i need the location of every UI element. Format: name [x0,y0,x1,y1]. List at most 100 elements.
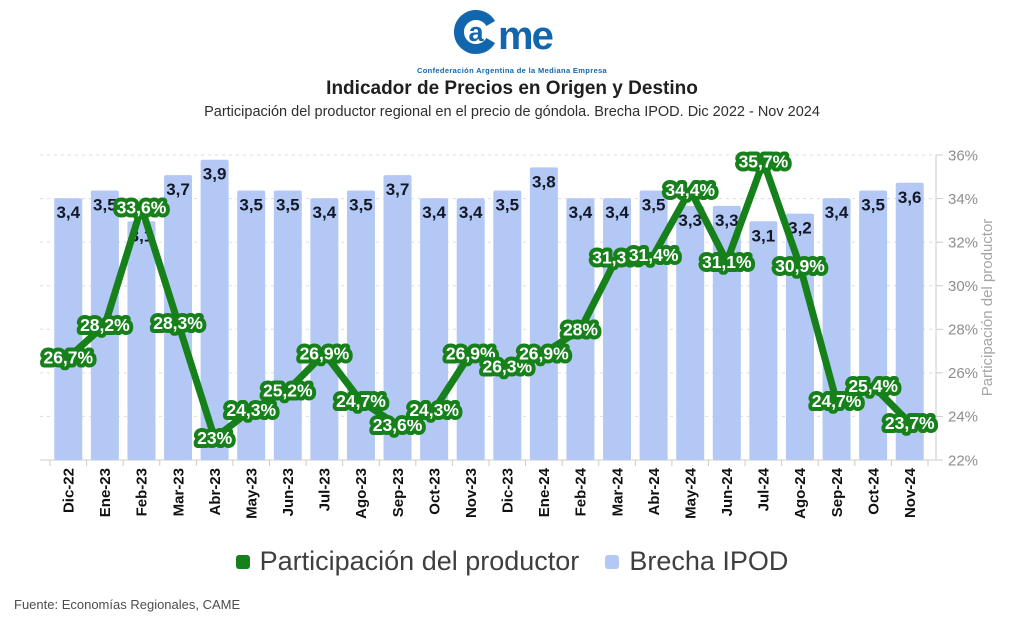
point-value-label: 24,3% [226,400,276,420]
point-value-label: 26,9% [446,343,496,363]
bar-value-label: 3,3 [715,211,739,230]
x-axis-label: Abr-24 [646,467,663,515]
point-value-label: 23% [197,428,232,448]
y-axis-tick-label: 26% [948,365,978,382]
x-axis-label: May-23 [243,468,260,519]
bar-value-label: 3,7 [386,180,410,199]
point-value-label: 25,4% [848,376,898,396]
bar-value-label: 3,5 [642,196,666,215]
point-value-label: 26,7% [43,348,93,368]
y-axis-tick-label: 30% [948,278,978,295]
point-value-label: 30,9% [775,256,825,276]
point-value-label: 24,7% [812,391,862,411]
bar [54,198,83,460]
y-axis-tick-label: 36% [948,147,978,164]
point-value-label: 31,4% [629,245,679,265]
x-axis-label: Dic-22 [61,468,78,513]
x-axis-label: Jun-24 [719,467,736,516]
x-axis-label: Ago-24 [792,467,809,518]
logo-c-ring [454,10,496,54]
x-axis-label: Oct-24 [865,467,882,514]
x-axis-label: Nov-23 [463,468,480,518]
bar [456,198,485,460]
x-axis-label: Sep-24 [829,467,846,517]
bar [493,190,522,460]
x-axis-label: Feb-23 [134,468,151,516]
bar [310,198,339,460]
point-value-label: 31,1% [702,252,752,272]
point-value-label: 26,9% [519,343,569,363]
legend-item-productor: Participación del productor [235,546,579,577]
bar-value-label: 3,1 [752,226,776,245]
y-axis-tick-label: 24% [948,409,978,426]
came-logo-mark: a me [454,10,555,58]
y-axis-tick-label: 34% [948,191,978,208]
x-axis-label: Ene-23 [97,468,114,517]
bar-value-label: 3,5 [349,196,373,215]
point-value-label: 28,3% [153,313,203,333]
bar [127,221,156,460]
point-value-label: 28,2% [80,315,130,335]
point-value-label: 34,4% [665,180,715,200]
point-value-label: 24,3% [409,400,459,420]
page-subtitle: Participación del productor regional en … [204,104,820,120]
chart-legend: Participación del productor Brecha IPOD [0,546,1024,577]
x-axis-label: Abr-23 [207,468,224,516]
bar [712,205,741,460]
point-value-label: 35,7% [739,152,789,172]
bar-value-label: 3,8 [532,172,556,191]
bar [346,190,375,460]
x-axis-label: May-24 [682,467,699,519]
x-axis-label: Sep-23 [390,468,407,517]
x-axis-label: Nov-24 [902,467,919,518]
chart-area: 3,4 3,5 3,1 3,7 3,9 3,5 3,5 3,4 3,5 3,7 3,4 3,4 3,5 3… [0,145,1024,545]
chart-canvas: 3,4 3,53,13,73,93,5 3,5 3,4 3,53,73,4 3,4 3,53… [39,147,996,519]
point-value-label: 31,3% [592,247,642,267]
y-axis-title: Participación del productor [979,219,996,397]
bar-value-label: 3,7 [166,180,190,199]
bar [603,198,632,460]
legend-label-brecha: Brecha IPOD [629,546,789,576]
bar-value-label: 3,4 [56,203,80,222]
page-title: Indicador de Precios en Origen y Destino [326,78,698,99]
bar-value-label: 3,4 [569,203,593,222]
bar [529,167,558,460]
y-axis-tick-label: 32% [948,234,978,251]
legend-swatch-brecha-icon [605,554,620,569]
source-note: Fuente: Economías Regionales, CAME [14,597,241,612]
point-value-label: 25,2% [263,380,313,400]
x-axis-label: Ene-24 [536,467,553,517]
x-axis-label: Jul-24 [756,467,773,511]
legend-swatch-productor-icon [235,554,250,569]
bar-value-label: 3,2 [788,219,812,238]
x-axis-label: Oct-23 [426,468,443,515]
bar-value-label: 3,6 [898,188,922,207]
x-axis-label: Ago-23 [353,468,370,519]
x-axis-label: Jul-23 [317,468,334,511]
bar-value-label: 3,5 [93,196,117,215]
bar-value-label: 3,5 [861,196,885,215]
bar [895,182,924,461]
came-logo: a me Confederación Argentina de la Median… [0,10,1024,75]
x-axis-label: Dic-23 [500,468,517,513]
point-value-label: 23,6% [373,415,423,435]
legend-item-brecha: Brecha IPOD [605,546,788,577]
bar-value-label: 3,4 [605,203,629,222]
bar [859,190,888,460]
x-axis-label: Feb-24 [573,467,590,516]
bar-value-label: 3,4 [825,203,849,222]
bar-value-label: 3,4 [459,203,483,222]
bar-value-label: 3,5 [239,196,263,215]
bar-value-label: 3,5 [276,196,300,215]
logo-a: a [468,17,484,47]
x-axis-label: Jun-23 [280,468,297,516]
bar-value-label: 3,9 [203,165,227,184]
y-axis-tick-label: 22% [948,452,978,469]
bar [822,198,851,460]
point-value-label: 26,9% [300,343,350,363]
bar [383,175,412,460]
bar [420,198,449,460]
point-value-label: 33,6% [117,197,167,217]
bar-value-label: 3,5 [495,196,519,215]
